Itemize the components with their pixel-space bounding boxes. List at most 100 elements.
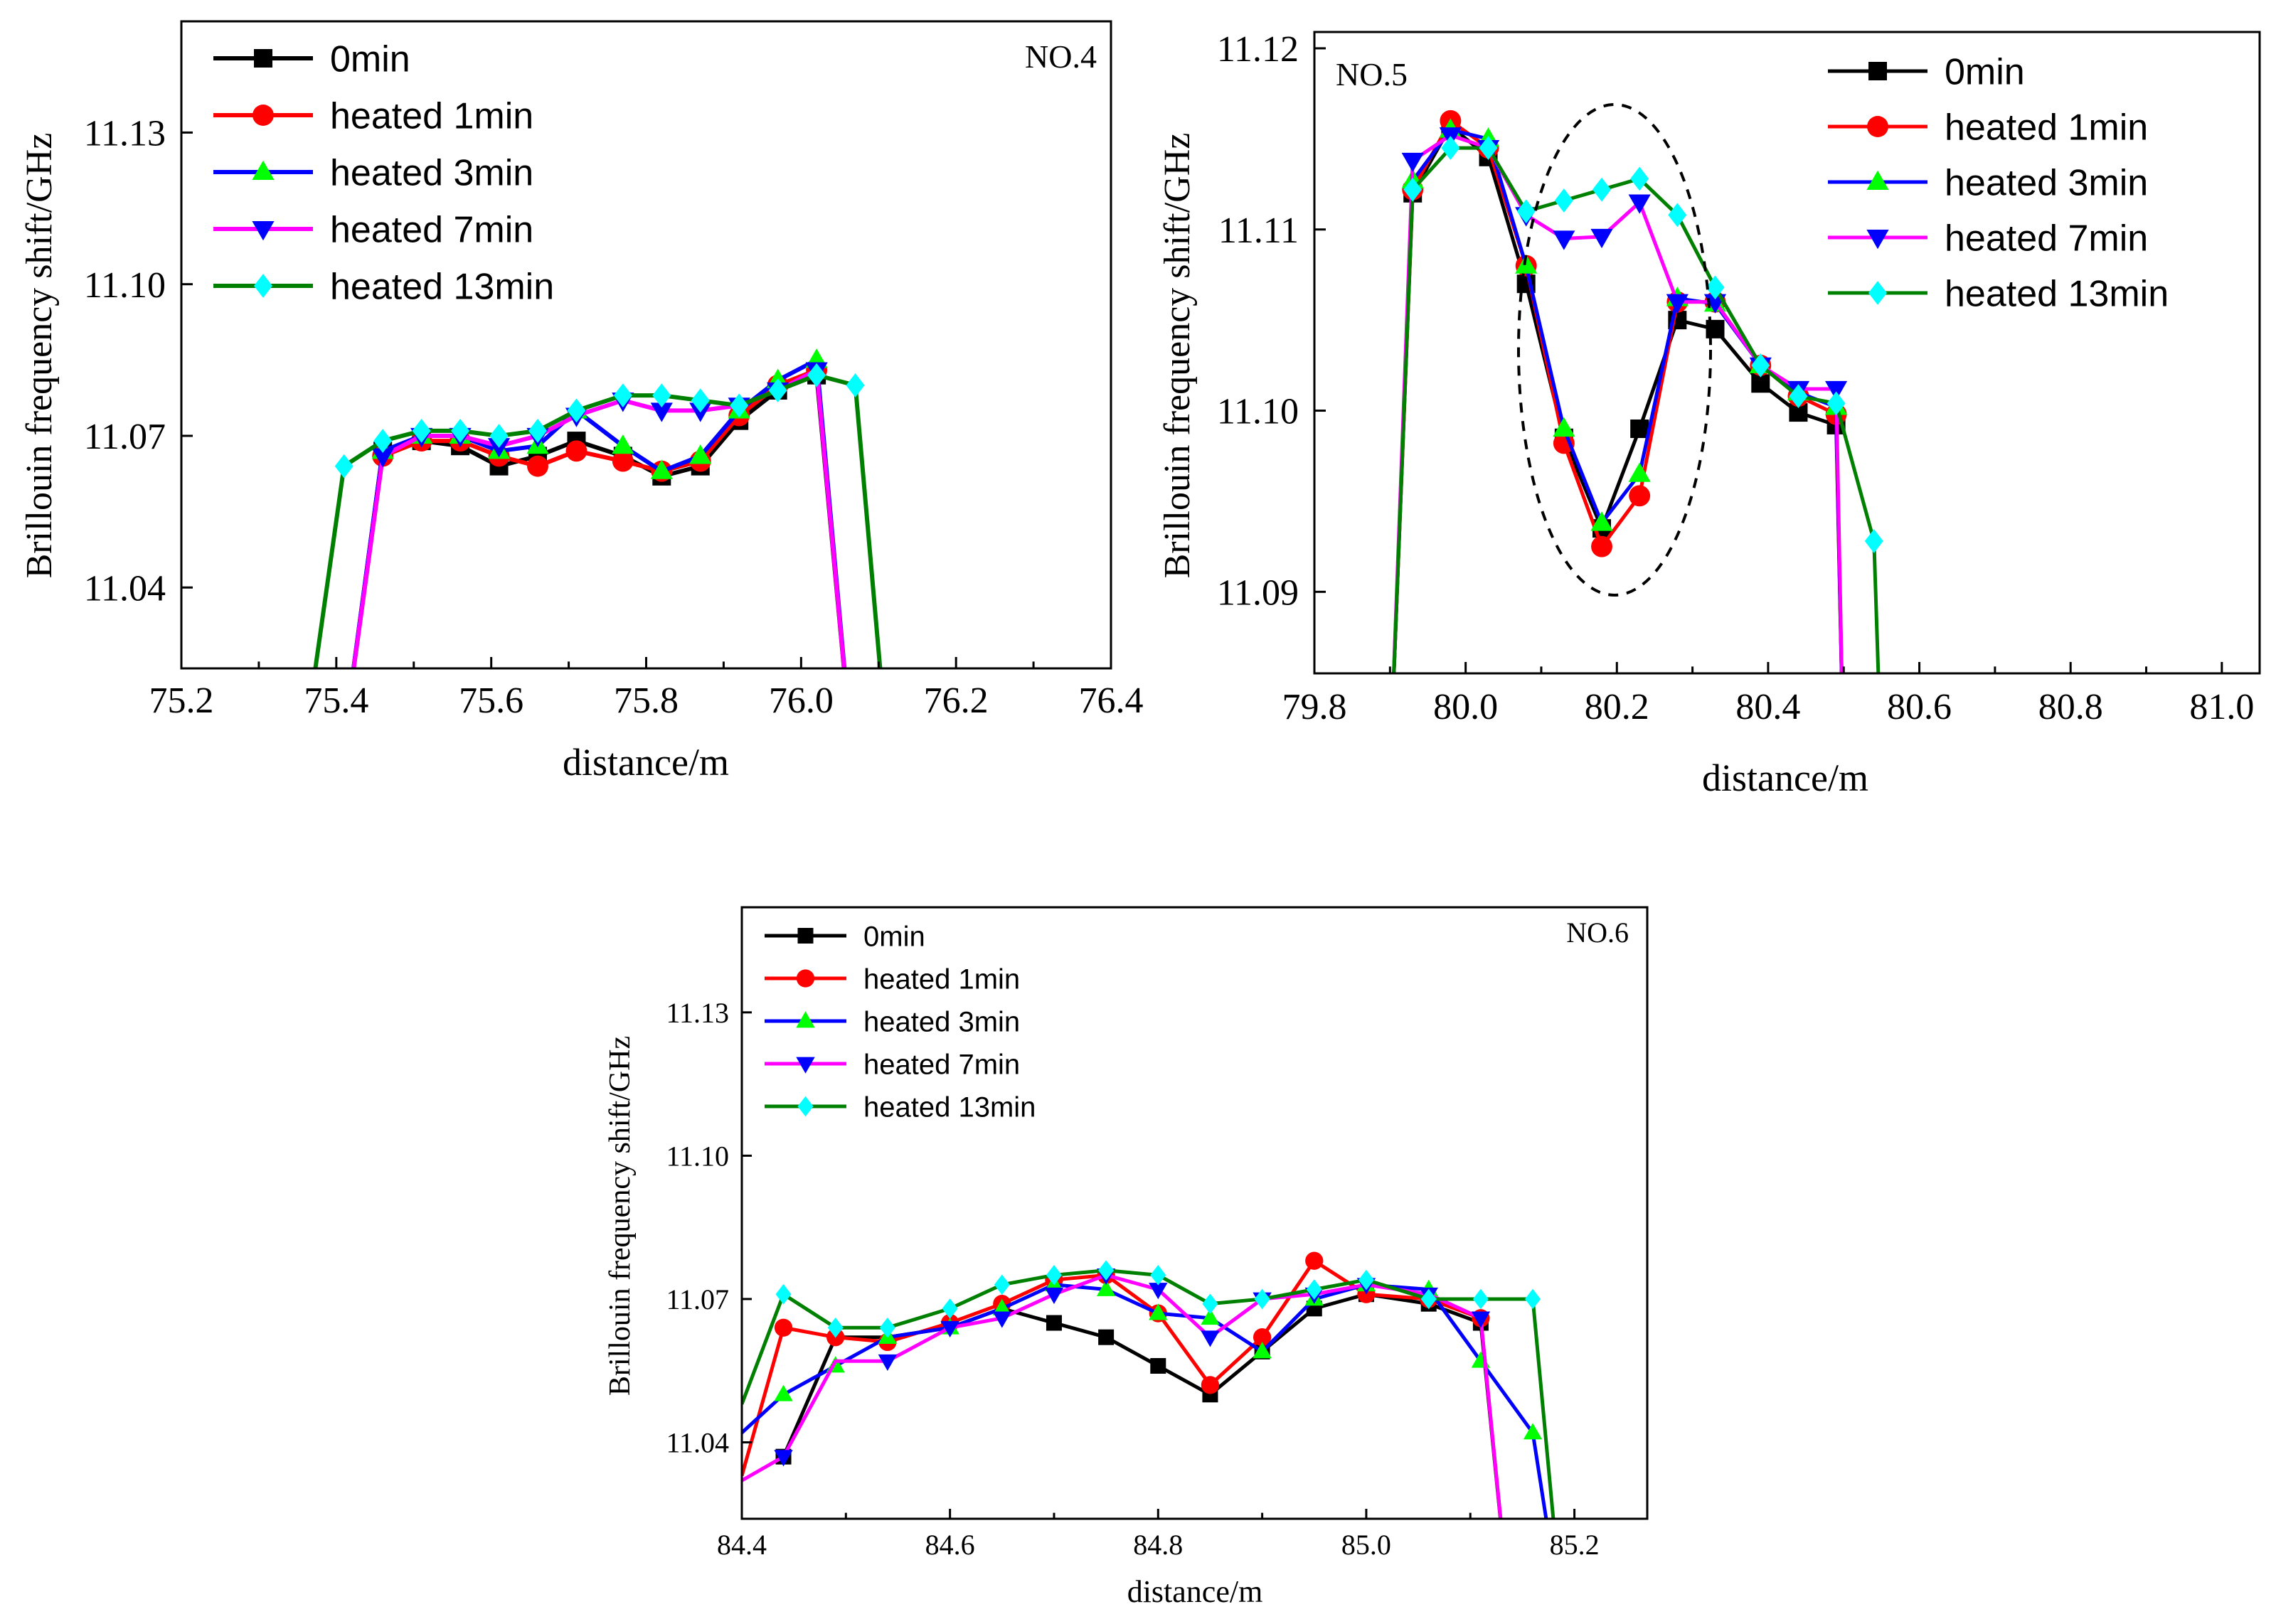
y-tick-label: 11.12 [1217, 29, 1299, 70]
data-point [992, 1298, 1012, 1315]
x-axis: 79.8 80.0 80.2 80.4 80.6 80.8 81.0 [1282, 662, 2254, 727]
x-tick-label: 84.4 [717, 1529, 767, 1561]
highlight-ellipse [1517, 103, 1712, 597]
data-point [1515, 254, 1538, 274]
data-point [1149, 1283, 1168, 1300]
legend-marker [796, 969, 815, 988]
data-point [1525, 1288, 1541, 1310]
legend-marker [252, 220, 275, 241]
legend-item: heated 1min [765, 963, 1020, 995]
legend-marker [797, 928, 814, 944]
data-point [1668, 203, 1687, 228]
x-axis: 75.2 75.4 75.6 75.8 76.0 76.2 76.4 [149, 657, 1144, 721]
data-point [992, 1311, 1012, 1328]
data-point [1591, 535, 1612, 557]
data-point [1630, 420, 1649, 439]
data-point [1516, 199, 1536, 224]
series-heated-13min [313, 363, 883, 668]
data-point [652, 383, 671, 407]
series-line [313, 373, 883, 668]
legend-item: heated 1min [213, 96, 533, 137]
legend: 0min heated 1min heated 3min heated 7min hea… [1828, 52, 2169, 315]
data-point [1046, 1315, 1062, 1331]
data-point [1630, 166, 1649, 191]
x-tick-label: 84.6 [925, 1529, 975, 1561]
data-point [807, 363, 826, 388]
x-tick-label: 76.2 [924, 680, 989, 721]
data-point [879, 1317, 895, 1338]
data-point [1553, 230, 1575, 250]
series-heated-3min [351, 348, 847, 668]
legend-marker [1866, 229, 1889, 250]
legend-marker [1867, 116, 1888, 137]
y-tick-label: 11.04 [84, 568, 166, 609]
data-point [1590, 511, 1613, 531]
legend-label: heated 7min [330, 210, 533, 251]
series-0min [1392, 117, 1846, 673]
plot-frame [1313, 31, 2261, 675]
chart-no5: 79.8 80.0 80.2 80.4 80.6 80.8 81.0 11.0911.101… [1157, 29, 2261, 799]
x-tick-label: 75.2 [149, 680, 214, 721]
x-tick-label: 80.2 [1585, 687, 1649, 727]
data-point [1441, 136, 1460, 160]
y-tick-label: 11.07 [84, 417, 166, 457]
data-point [1358, 1269, 1374, 1291]
legend-marker [1868, 62, 1887, 80]
legend-label: heated 13min [863, 1091, 1036, 1123]
data-point [689, 444, 712, 464]
data-point [371, 448, 394, 468]
data-point [1479, 136, 1498, 160]
chart-title: NO.4 [1025, 38, 1097, 75]
y-axis: 11.04 11.07 11.10 11.13 [666, 997, 752, 1459]
x-tick-label: 81.0 [2189, 687, 2254, 727]
y-axis-label: Brillouin frequency shift/GHz [1157, 133, 1198, 579]
series-line [742, 1268, 1556, 1519]
legend-label: heated 7min [1945, 218, 2148, 260]
data-point [1096, 1279, 1116, 1296]
y-tick-label: 11.11 [1218, 210, 1299, 251]
y-tick-label: 11.10 [1217, 392, 1299, 432]
y-axis: 11.09 11.10 11.11 11.12 [1217, 29, 1326, 614]
legend-item: heated 1min [1828, 107, 2148, 149]
data-point [1253, 1328, 1272, 1347]
data-point [774, 1318, 793, 1337]
y-tick-label: 11.13 [666, 997, 729, 1029]
data-point [412, 418, 431, 443]
data-point [1420, 1288, 1437, 1310]
x-tick-label: 79.8 [1282, 687, 1347, 727]
series-line [1392, 119, 1844, 673]
data-point [1523, 1423, 1543, 1440]
series-heated-7min [742, 1268, 1503, 1519]
legend-marker [254, 49, 272, 68]
chart-no6: 84.4 84.6 84.8 85.0 85.2 11.04 11.07 11.10 11.1… [604, 906, 1649, 1609]
data-point [768, 378, 787, 402]
data-point [774, 1450, 793, 1467]
x-tick-label: 80.4 [1735, 687, 1800, 727]
legend-label: heated 1min [330, 96, 533, 137]
x-axis-label: distance/m [1702, 757, 1868, 799]
data-point [1306, 1279, 1322, 1300]
data-point [489, 424, 509, 448]
data-point [1098, 1260, 1115, 1281]
data-point [940, 1320, 959, 1337]
y-tick-label: 11.09 [1217, 573, 1299, 614]
legend: 0min heated 1min heated 3min heated 7min hea… [765, 921, 1036, 1123]
data-point [1590, 228, 1613, 249]
data-point [878, 1354, 898, 1372]
series-heated-1min [742, 1251, 1503, 1519]
data-point [527, 455, 548, 477]
legend-item: heated 3min [1828, 163, 2148, 204]
x-tick-label: 85.2 [1550, 1529, 1600, 1561]
data-point [827, 1317, 844, 1338]
series-layer [313, 348, 883, 668]
data-point [612, 450, 634, 472]
series-heated-7min [1392, 127, 1848, 673]
series-layer [742, 1251, 1556, 1519]
data-point [775, 1283, 792, 1305]
x-tick-label: 84.8 [1133, 1529, 1183, 1561]
legend-label: heated 3min [1945, 163, 2148, 204]
legend-label: heated 3min [330, 153, 533, 194]
data-point [1629, 485, 1651, 507]
data-point [1706, 275, 1725, 300]
y-axis: 11.04 11.07 11.10 11.13 [84, 114, 193, 609]
